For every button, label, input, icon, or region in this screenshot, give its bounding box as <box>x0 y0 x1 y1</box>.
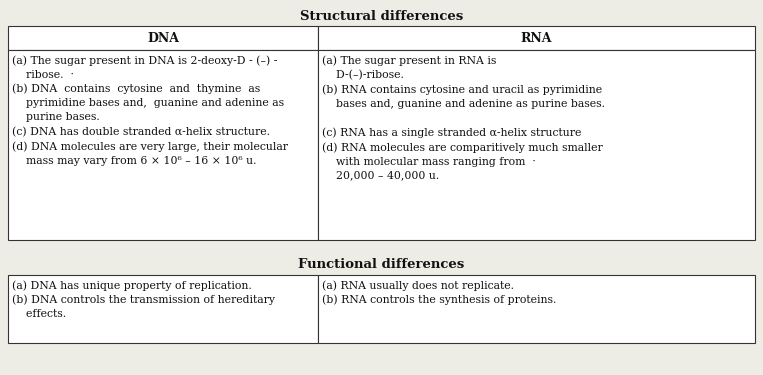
Bar <box>8 26 318 50</box>
Text: RNA: RNA <box>521 32 552 45</box>
Bar <box>318 275 755 343</box>
Text: Structural differences: Structural differences <box>300 9 463 22</box>
Text: DNA: DNA <box>147 32 179 45</box>
Text: (a) RNA usually does not replicate.
(b) RNA controls the synthesis of proteins.: (a) RNA usually does not replicate. (b) … <box>322 280 556 305</box>
Bar <box>318 50 755 240</box>
Text: Functional differences: Functional differences <box>298 258 465 272</box>
Bar <box>8 50 318 240</box>
Text: (a) DNA has unique property of replication.
(b) DNA controls the transmission of: (a) DNA has unique property of replicati… <box>12 280 275 320</box>
Bar <box>318 26 755 50</box>
Bar <box>8 275 318 343</box>
Text: (a) The sugar present in DNA is 2-deoxy-D - (–) -
    ribose.  ·
(b) DNA  contai: (a) The sugar present in DNA is 2-deoxy-… <box>12 55 288 166</box>
Text: (a) The sugar present in RNA is
    D-(–)-ribose.
(b) RNA contains cytosine and : (a) The sugar present in RNA is D-(–)-ri… <box>322 55 605 181</box>
